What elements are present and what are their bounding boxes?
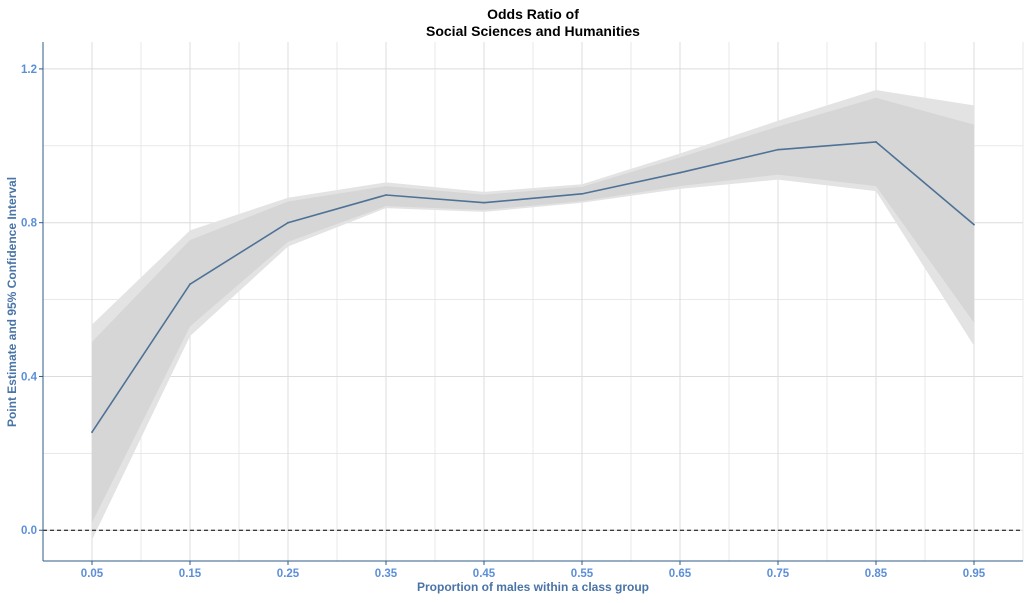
y-tick-label: 0.8: [21, 218, 38, 230]
data-point: [91, 431, 93, 434]
x-tick-label: 0.75: [767, 568, 790, 580]
data-point: [385, 194, 387, 196]
x-tick-label: 0.35: [375, 568, 398, 580]
x-tick-label: 0.25: [277, 568, 300, 580]
y-tick-label: 0.4: [21, 371, 38, 383]
data-point: [581, 192, 583, 195]
y-tick-label: 1.2: [21, 64, 37, 76]
point-estimate-line: [91, 141, 975, 433]
gridlines: [42, 42, 1024, 561]
data-point: [679, 171, 681, 174]
x-tick-label: 0.95: [963, 568, 986, 580]
data-point: [777, 148, 779, 151]
data-point: [875, 141, 877, 143]
x-tick-label: 0.65: [669, 568, 692, 580]
confidence-band-inner: [92, 97, 974, 523]
x-tick-label: 0.45: [473, 568, 496, 580]
x-tick-label: 0.15: [179, 568, 202, 580]
y-tick-label: 0.0: [21, 525, 37, 537]
x-tick-label: 0.55: [571, 568, 594, 580]
y-axis-label: Point Estimate and 95% Confidence Interv…: [5, 177, 19, 427]
x-tick-label: 0.85: [865, 568, 888, 580]
data-point: [483, 201, 485, 204]
data-point: [287, 221, 289, 224]
data-point: [189, 283, 191, 286]
x-tick-label: 0.05: [81, 568, 104, 580]
chart-title-line-1: Odds Ratio of: [487, 6, 579, 22]
data-point: [973, 223, 975, 226]
x-axis-label: Proportion of males within a class group: [417, 580, 649, 594]
chart-title-line-2: Social Sciences and Humanities: [426, 23, 640, 39]
